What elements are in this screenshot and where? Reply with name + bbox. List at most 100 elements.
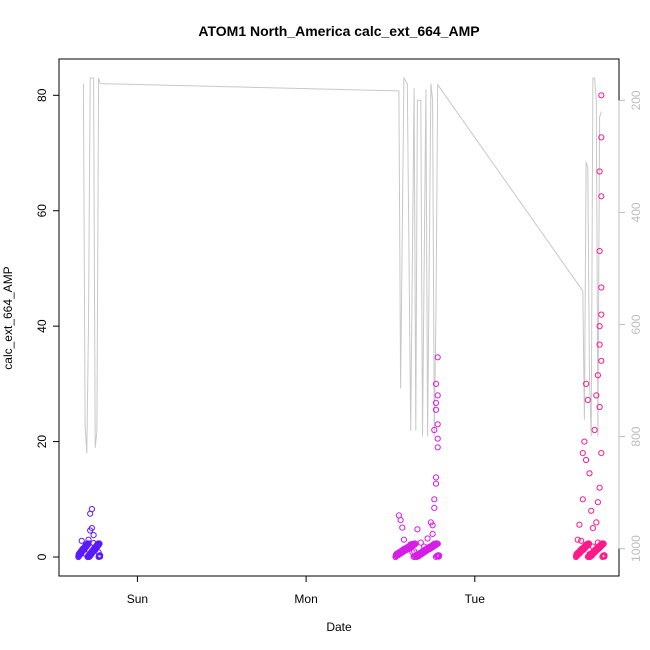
data-point <box>596 248 603 255</box>
data-point <box>78 537 85 544</box>
data-point <box>431 496 438 503</box>
data-point <box>83 541 90 548</box>
data-point <box>579 496 586 503</box>
data-point <box>400 536 407 543</box>
y-axis: 0 20 40 60 80 <box>35 88 59 560</box>
y2-tick-label: 1000 <box>629 535 643 562</box>
data-point <box>594 372 602 379</box>
data-point <box>596 341 603 348</box>
y-tick-label: 0 <box>35 553 49 560</box>
x-tick-label: Tue <box>465 592 486 606</box>
data-point <box>88 525 96 532</box>
y-tick-label: 40 <box>35 319 49 333</box>
data-point <box>87 510 94 517</box>
data-point <box>593 392 600 399</box>
data-point <box>399 524 406 531</box>
data-point <box>90 532 97 539</box>
data-point <box>596 484 603 491</box>
y2-tick-label: 600 <box>629 314 643 334</box>
data-point <box>598 311 605 318</box>
secondary-y-axis: 200 400 600 800 1000 <box>618 90 643 562</box>
x-tick-label: Mon <box>294 592 317 606</box>
data-point <box>431 504 438 511</box>
y2-tick-label: 200 <box>629 90 643 110</box>
data-point <box>85 552 92 559</box>
data-point <box>596 323 603 330</box>
depth-line <box>82 76 602 454</box>
data-point <box>90 546 97 553</box>
data-point <box>574 536 581 543</box>
y-axis-label: calc_ext_664_AMP <box>1 266 15 369</box>
data-point <box>586 470 593 477</box>
data-point <box>598 92 605 99</box>
data-point <box>408 541 415 548</box>
data-point <box>589 525 597 532</box>
data-point <box>590 547 597 555</box>
data-point <box>594 499 602 506</box>
data-point <box>414 526 421 533</box>
y2-tick-label: 800 <box>629 426 643 446</box>
data-point <box>434 354 441 361</box>
data-point <box>578 537 585 544</box>
scatter-points-layer <box>75 92 608 561</box>
data-point <box>78 547 85 554</box>
data-point <box>579 450 586 457</box>
chart-title: ATOM1 North_America calc_ext_664_AMP <box>198 23 479 39</box>
x-tick-label: Sun <box>127 592 148 606</box>
data-point <box>434 392 441 399</box>
data-point <box>583 456 590 464</box>
data-point <box>583 380 590 387</box>
data-point <box>578 545 586 552</box>
data-point <box>432 406 440 413</box>
data-point <box>424 544 431 551</box>
data-point <box>586 552 593 559</box>
data-point <box>577 547 584 554</box>
plot-frame <box>58 58 620 577</box>
data-point <box>593 519 600 526</box>
data-point <box>596 403 603 411</box>
data-point <box>599 552 607 560</box>
data-point <box>424 535 431 542</box>
data-point <box>79 545 87 552</box>
data-point <box>401 545 408 552</box>
data-point <box>434 444 441 451</box>
y-tick-label: 20 <box>35 435 49 449</box>
data-point <box>598 284 605 291</box>
data-point <box>591 426 598 434</box>
data-point <box>598 193 605 200</box>
data-point <box>96 552 103 560</box>
data-point <box>433 552 440 560</box>
data-point <box>576 521 583 528</box>
data-point <box>592 546 599 553</box>
data-point <box>434 421 441 428</box>
data-point <box>431 426 438 434</box>
data-point <box>84 553 91 560</box>
data-point <box>429 530 436 538</box>
data-point <box>598 450 605 457</box>
data-point <box>584 396 591 404</box>
data-point <box>432 399 440 406</box>
data-point <box>598 134 605 141</box>
data-point <box>594 544 601 551</box>
y2-tick-label: 400 <box>629 202 643 222</box>
data-point <box>94 540 101 547</box>
data-point <box>429 522 436 529</box>
data-point <box>573 550 581 557</box>
data-point <box>588 507 595 514</box>
y-tick-label: 60 <box>35 204 49 218</box>
data-point <box>575 548 582 556</box>
data-point <box>432 474 440 481</box>
data-point <box>397 517 404 524</box>
data-point <box>432 380 440 387</box>
data-point <box>96 552 103 559</box>
data-point <box>91 544 98 551</box>
data-point <box>584 553 592 560</box>
data-point <box>432 480 440 487</box>
data-point <box>434 435 441 442</box>
data-point <box>413 552 420 559</box>
x-axis: Sun Mon Tue <box>127 576 486 606</box>
data-point <box>598 540 605 547</box>
data-point <box>596 168 603 175</box>
data-point <box>581 438 588 445</box>
